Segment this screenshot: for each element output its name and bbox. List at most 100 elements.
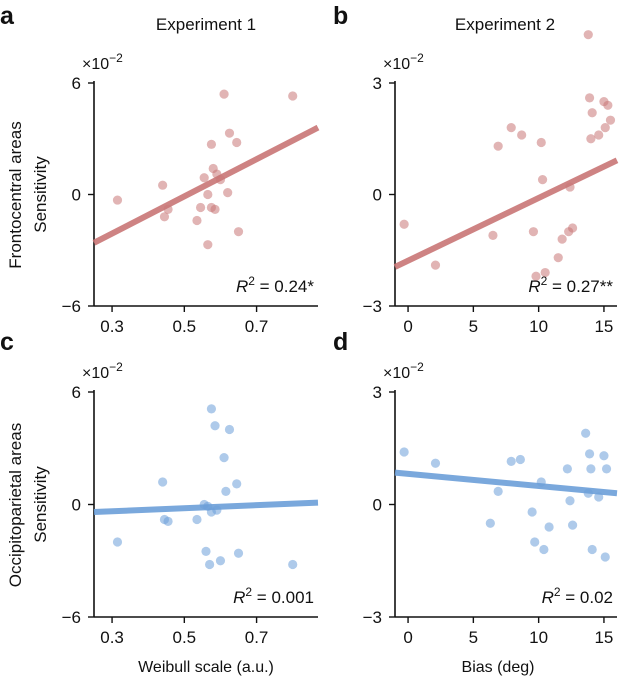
data-point [527,507,537,517]
r-squared-value: = 0.24* [255,277,314,296]
data-point [159,212,170,222]
data-point [562,464,572,474]
y-multiplier-base: ×10 [383,365,410,382]
data-point [594,492,604,502]
x-tick-label: 5 [469,317,478,336]
regression-line [393,157,619,270]
data-point [215,175,226,185]
data-point [399,447,409,457]
r-squared-value: = 0.27** [547,277,613,296]
r-squared-symbol: R [236,277,248,296]
column-title-experiment-1: Experiment 1 [156,15,256,34]
x-tick-label: 0.3 [100,317,124,336]
y-tick-label: −6 [62,297,81,316]
data-point [233,227,244,237]
data-point [583,30,593,40]
data-point [565,496,575,506]
data-point [557,234,567,244]
x-axis-label: Bias (deg) [462,659,535,676]
panel-letter-d: d [333,328,348,356]
data-point [553,253,563,263]
panel-d: d 3 0 −3 0 5 10 15 ×10−2 Bias (deg) R2 = 0.02 [333,328,618,676]
y-axis-label: Sensitivity [31,466,50,543]
data-point [206,404,217,414]
r-squared-exponent: 2 [541,274,548,288]
y-tick-label: 0 [373,496,382,515]
data-point [586,134,596,144]
data-point [163,204,173,214]
y-multiplier-exponent: −2 [109,360,123,374]
data-point [399,219,409,229]
x-tick-label: 5 [469,628,478,647]
x-tick-label: 0.5 [173,628,197,647]
r-squared-annotation: R2 = 0.001 [233,585,314,607]
data-point [112,195,123,205]
y-tick-label: −3 [363,608,382,627]
data-point [163,516,173,526]
y-multiplier-exponent: −2 [109,51,123,65]
panel-letter-b: b [333,2,348,30]
data-point [219,453,229,463]
r-squared-annotation: R2 = 0.27** [528,274,613,296]
y-multiplier-label: ×10−2 [383,51,424,73]
data-point [210,204,220,214]
x-tick-label: 0.3 [100,628,124,647]
data-point [603,100,613,110]
x-tick-label: 0 [403,317,412,336]
x-tick-label: 10 [529,317,548,336]
data-point [205,559,215,570]
data-point [581,428,591,438]
column-title-experiment-2: Experiment 2 [455,15,555,34]
data-point [594,130,604,140]
r-squared-symbol: R [233,588,245,607]
data-point [430,458,441,468]
x-tick-label: 10 [529,628,548,647]
y-tick-label: 3 [373,74,382,93]
r-squared-value: = 0.001 [252,588,314,607]
panel-a: a 6 0 −6 0.3 0.5 0.7 ×10−2 Sensitivity R2 = 0.24* [0,2,320,336]
r-squared-symbol: R [528,277,540,296]
data-point [192,215,202,226]
row-label-frontocentral: Frontocentral areas [6,121,25,268]
data-point [430,260,441,270]
data-point [506,123,516,133]
data-point [568,223,578,233]
x-axis-label: Weibull scale (a.u.) [138,659,274,676]
x-tick-label: 0.5 [173,317,197,336]
y-multiplier-label: ×10−2 [82,360,123,382]
data-point [540,267,550,278]
y-multiplier-base: ×10 [82,56,109,73]
r-squared-exponent: 2 [245,585,252,599]
y-tick-label: −3 [363,297,382,316]
data-point [233,548,244,558]
x-tick-label: 15 [594,628,613,647]
data-point [568,520,578,530]
data-point [530,537,540,547]
data-point [112,537,123,547]
data-point [599,451,609,461]
y-multiplier-base: ×10 [82,365,109,382]
y-multiplier-exponent: −2 [410,51,424,65]
data-point [485,518,495,528]
x-tick-label: 0.7 [245,317,269,336]
data-point [201,546,211,556]
data-point [539,544,549,555]
data-point [488,230,498,240]
data-point [288,559,298,570]
regression-line [92,124,320,246]
data-point [158,477,168,487]
x-tick-label: 0.7 [245,628,269,647]
y-tick-label: −6 [62,608,81,627]
data-point [583,488,593,498]
r-squared-symbol: R [542,588,554,607]
row-label-occipitoparietal: Occipitoparietal areas [6,423,25,587]
data-point [536,477,546,487]
data-point [493,141,503,151]
data-point [531,271,541,281]
data-point [587,108,597,118]
data-point [195,202,206,213]
data-point [605,115,616,125]
y-tick-label: 6 [72,383,81,402]
panel-c: c 6 0 −6 0.3 0.5 0.7 ×10−2 Sensitivity Weibull sc… [0,328,319,676]
data-point [544,522,554,532]
